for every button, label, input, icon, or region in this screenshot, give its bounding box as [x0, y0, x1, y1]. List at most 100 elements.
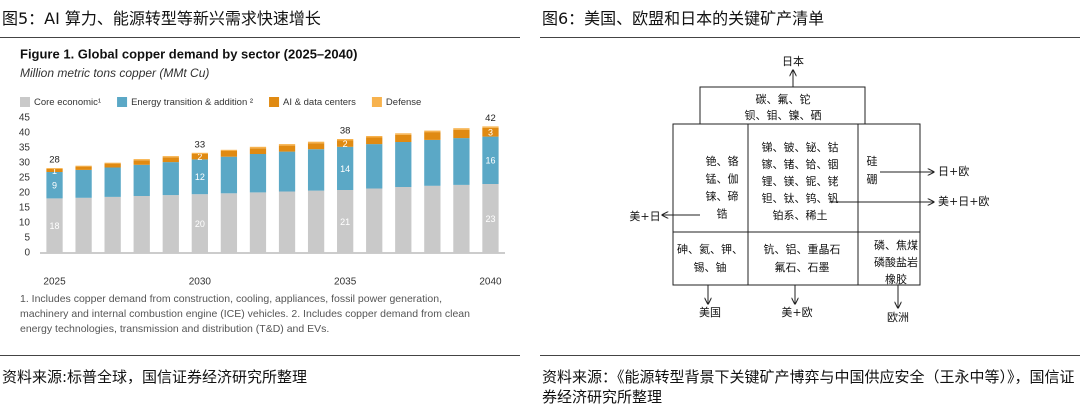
- x-tick-label: 2040: [479, 277, 502, 288]
- y-tick-label: 5: [24, 233, 30, 244]
- bar-segment: [337, 146, 354, 190]
- node-text: 硅: [867, 155, 878, 168]
- figure-caption: 图6：美国、欧盟和日本的关键矿产清单: [542, 9, 825, 28]
- bar-segment: [46, 169, 63, 172]
- arrow-label: 美国: [699, 306, 721, 319]
- bar-segment: [453, 138, 470, 185]
- bar-segment: [424, 185, 441, 253]
- total-label: 33: [195, 139, 206, 150]
- total-label: 38: [340, 126, 351, 137]
- chart-subtitle: Million metric tons copper (MMt Cu): [20, 66, 209, 80]
- bar-segment: [220, 149, 238, 151]
- bar-segment: [75, 197, 92, 253]
- node-text: 锆: [717, 208, 728, 221]
- node-text: 砷、氦、钾、: [677, 242, 743, 256]
- legend-label: Defense: [386, 97, 421, 108]
- data-label: 1: [52, 166, 57, 176]
- legend-swatch: [20, 97, 30, 107]
- arrow-label: 欧洲: [887, 311, 909, 324]
- y-tick-label: 30: [19, 158, 31, 169]
- figure-caption: 图5：AI 算力、能源转型等新兴需求快速增长: [2, 9, 321, 28]
- node-label: 日本: [782, 54, 804, 68]
- bar-segment: [46, 172, 63, 199]
- legend-swatch: [269, 97, 280, 107]
- bar-segment: [424, 130, 441, 133]
- node-text: 铯、铬: [706, 154, 739, 168]
- node-text: 硼: [867, 173, 878, 186]
- y-tick-label: 20: [19, 188, 31, 199]
- legend-label: Core economic¹: [34, 97, 101, 108]
- source-note: 资料来源:标普全球，国信证券经济研究所整理: [2, 368, 308, 386]
- bar-segment: [133, 159, 150, 161]
- y-tick-label: 15: [19, 203, 31, 214]
- arrow-label: 美+欧: [781, 306, 812, 319]
- data-label: 12: [195, 172, 205, 182]
- data-label: 14: [340, 164, 350, 174]
- bar-segment: [395, 134, 412, 142]
- bar-segment: [482, 127, 499, 137]
- bar-segment: [482, 126, 499, 128]
- node-text: 锡、铀: [694, 260, 727, 274]
- legend-label: Energy transition & addition ²: [131, 97, 253, 108]
- bar-segment: [249, 154, 267, 193]
- bar-segment: [337, 140, 354, 147]
- rule: [0, 355, 520, 356]
- chart-title: Figure 1. Global copper demand by sector…: [20, 46, 357, 61]
- bar-segment: [75, 166, 92, 170]
- bar-segment: [424, 139, 441, 186]
- bar-segment: [191, 159, 208, 195]
- data-label: 3: [488, 128, 493, 138]
- rule: [540, 355, 1080, 356]
- bar-segment: [337, 190, 354, 253]
- bar-segment: [278, 144, 296, 146]
- rule: [540, 37, 1080, 38]
- bar-segment: [162, 162, 179, 196]
- y-tick-label: 45: [19, 113, 31, 124]
- node-text: 锂、镁、铌、铑: [762, 174, 839, 188]
- bar-segment: [307, 143, 325, 150]
- node-text: 钡、钼、镍、硒: [745, 108, 822, 122]
- arrow-label: 美+日+欧: [938, 195, 989, 208]
- data-label: 20: [195, 219, 205, 229]
- bar-segment: [395, 133, 412, 135]
- bar-segment: [46, 168, 63, 169]
- data-label: 18: [50, 221, 60, 231]
- node-text: 磷、焦煤: [874, 239, 918, 252]
- y-tick-label: 10: [19, 218, 31, 229]
- bar-segment: [278, 151, 296, 192]
- bar-segment: [395, 142, 412, 187]
- bar-segment: [220, 151, 238, 157]
- total-label: 28: [49, 155, 60, 166]
- data-label: 23: [485, 214, 495, 224]
- bar-segment: [366, 136, 383, 138]
- node-text: 镓、锗、铪、铟: [762, 157, 839, 171]
- node-text: 铂系、稀土: [773, 208, 828, 222]
- total-label: 42: [485, 113, 496, 124]
- bar-segment: [337, 139, 354, 141]
- bar-segment: [75, 165, 92, 167]
- bar-segment: [278, 191, 296, 253]
- legend-swatch: [371, 97, 382, 107]
- arrow-label: 日+欧: [938, 165, 969, 178]
- rule: [0, 37, 520, 38]
- arrow-label: 美+日: [629, 210, 660, 223]
- bar-segment: [453, 128, 470, 130]
- bar-segment: [191, 152, 208, 154]
- bar-segment: [162, 156, 179, 158]
- bar-segment: [307, 190, 325, 253]
- node-text: 氟石、石墨: [775, 261, 830, 274]
- bar-segment: [366, 137, 383, 145]
- bar-segment: [424, 132, 441, 140]
- bar-segment: [104, 162, 121, 164]
- y-tick-label: 0: [24, 248, 30, 259]
- bar-segment: [75, 169, 92, 198]
- bar-segment: [453, 129, 470, 139]
- bar-segment: [162, 157, 179, 163]
- diagram: 日本 碳、氟、铊钡、钼、镍、硒铯、铬锰、伽铼、碲锆 锑、铍、铋、钴镓、锗、铪、铟锂…: [629, 54, 989, 324]
- y-tick-label: 35: [19, 143, 31, 154]
- node-text: 钽、钛、钨、钒: [762, 191, 839, 205]
- bar-segment: [249, 146, 267, 149]
- bar-segment: [46, 198, 63, 253]
- data-label: 2: [197, 152, 202, 162]
